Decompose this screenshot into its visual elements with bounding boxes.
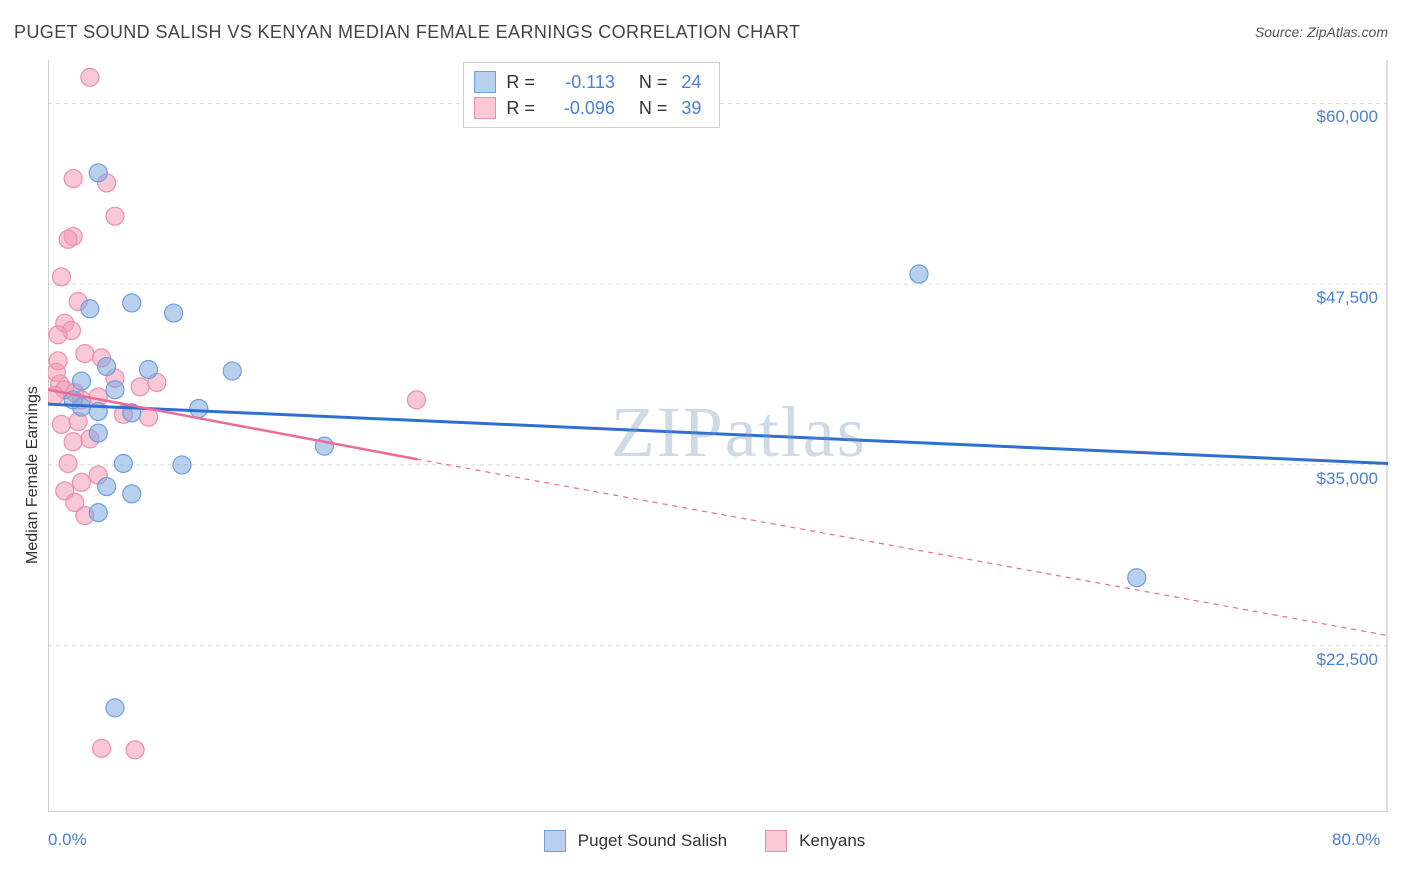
- x-tick-label: 80.0%: [1332, 830, 1380, 850]
- y-tick-label: $60,000: [1288, 107, 1378, 127]
- stats-r-label: R =: [506, 72, 535, 93]
- correlation-stats-box: R = -0.113 N = 24 R = -0.096 N = 39: [463, 62, 720, 128]
- stats-n-value-kenyans: 39: [681, 98, 701, 119]
- stats-r-value-salish: -0.113: [545, 72, 615, 93]
- stats-row-salish: R = -0.113 N = 24: [474, 69, 701, 95]
- chart-container: PUGET SOUND SALISH VS KENYAN MEDIAN FEMA…: [0, 0, 1406, 892]
- legend-label-kenyans: Kenyans: [799, 831, 865, 851]
- y-axis-label: Median Female Earnings: [24, 386, 42, 564]
- stats-r-value-kenyans: -0.096: [545, 98, 615, 119]
- stats-n-value-salish: 24: [681, 72, 701, 93]
- legend-swatch-kenyans: [765, 830, 787, 852]
- y-tick-label: $47,500: [1288, 288, 1378, 308]
- stats-n-label: N =: [639, 98, 668, 119]
- plot-area: ZIPatlas R = -0.113 N = 24 R = -0.096 N …: [48, 60, 1388, 812]
- series-legend: Puget Sound Salish Kenyans: [544, 830, 866, 852]
- legend-swatch-salish: [544, 830, 566, 852]
- y-tick-label: $35,000: [1288, 469, 1378, 489]
- source-name: ZipAtlas.com: [1307, 24, 1388, 40]
- stats-row-kenyans: R = -0.096 N = 39: [474, 95, 701, 121]
- stats-r-label: R =: [506, 98, 535, 119]
- scatter-chart-svg: [48, 60, 1388, 812]
- source-credit: Source: ZipAtlas.com: [1255, 24, 1388, 40]
- source-prefix: Source:: [1255, 24, 1307, 40]
- stats-n-label: N =: [639, 72, 668, 93]
- x-tick-label: 0.0%: [48, 830, 87, 850]
- chart-title: PUGET SOUND SALISH VS KENYAN MEDIAN FEMA…: [14, 22, 800, 43]
- y-tick-label: $22,500: [1288, 650, 1378, 670]
- legend-label-salish: Puget Sound Salish: [578, 831, 727, 851]
- swatch-salish: [474, 71, 496, 93]
- swatch-kenyans: [474, 97, 496, 119]
